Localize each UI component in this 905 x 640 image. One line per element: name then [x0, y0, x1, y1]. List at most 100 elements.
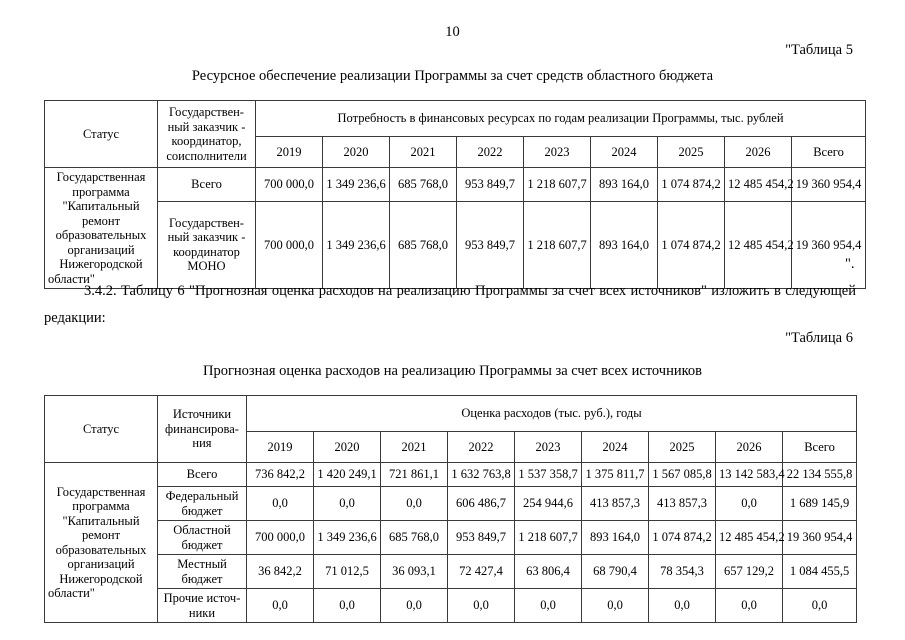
value-total: 19 360 954,4 — [790, 167, 867, 202]
table6-reference-label: "Таблица 6 — [785, 330, 853, 346]
source-label: Федеральный бюджет — [157, 486, 247, 521]
value-total: 22 134 555,8 — [781, 462, 858, 487]
header-total: Всего — [790, 136, 867, 168]
table-row: Государственная программа "Капитальный р… — [44, 462, 858, 623]
value-2025: 1 074 874,2 — [657, 200, 725, 290]
value-2024: 893 164,0 — [581, 520, 649, 555]
value-2021: 0,0 — [380, 486, 448, 521]
value-total: 0,0 — [781, 588, 858, 623]
closing-quote-table5: ". — [845, 256, 855, 272]
value-2021: 685 768,0 — [389, 167, 457, 202]
value-2026: 12 485 454,2 — [715, 520, 785, 555]
table5-resource-provision: Статус Государствен-ный заказчик - коорди… — [44, 100, 867, 290]
header-source: Государствен-ный заказчик - координатор,… — [157, 100, 256, 168]
header-year-2026: 2026 — [724, 136, 792, 168]
value-2023: 63 806,4 — [514, 554, 582, 589]
header-year-2025: 2025 — [648, 431, 716, 463]
value-2022: 0,0 — [447, 588, 515, 623]
source-label: Государствен-ный заказчик - координатор … — [157, 200, 256, 290]
value-2023: 254 944,6 — [514, 486, 582, 521]
value-2023: 1 218 607,7 — [523, 167, 591, 202]
header-year-2024: 2024 — [590, 136, 658, 168]
status-program-name: Государственная программа "Капитальный р… — [44, 167, 158, 289]
source-label: Прочие источ-ники — [157, 588, 247, 623]
header-year-2020: 2020 — [322, 136, 390, 168]
header-year-2024: 2024 — [581, 431, 649, 463]
header-year-2026: 2026 — [715, 431, 783, 463]
table6-forecast-expenses: Статус Источники финансирова-ния Оценка ра… — [44, 395, 858, 623]
value-2022: 953 849,7 — [456, 200, 524, 290]
value-2024: 68 790,4 — [581, 554, 649, 589]
header-year-2023: 2023 — [514, 431, 582, 463]
value-2026: 0,0 — [715, 486, 783, 521]
value-2023: 0,0 — [514, 588, 582, 623]
value-total: 19 360 954,4 — [781, 520, 858, 555]
value-2026: 657 129,2 — [715, 554, 783, 589]
value-2019: 700 000,0 — [255, 167, 323, 202]
header-year-2021: 2021 — [389, 136, 457, 168]
value-2020: 0,0 — [313, 486, 381, 521]
value-2021: 36 093,1 — [380, 554, 448, 589]
table-row: Местный бюджет 36 842,2 71 012,5 36 093,1 72… — [45, 554, 858, 589]
value-2023: 1 218 607,7 — [514, 520, 582, 555]
value-2024: 893 164,0 — [590, 167, 658, 202]
table-header-row-1: Статус Источники финансирова-ния Оценка ра… — [44, 395, 858, 463]
status-program-name: Государственная программа "Капитальный р… — [44, 462, 158, 623]
table5-title: Ресурсное обеспечение реализации Програм… — [191, 68, 714, 84]
header-year-2019: 2019 — [246, 431, 314, 463]
value-2026: 0,0 — [715, 588, 783, 623]
header-status: Статус — [44, 100, 158, 168]
value-2020: 1 349 236,6 — [322, 167, 390, 202]
value-2023: 1 537 358,7 — [514, 462, 582, 487]
header-span-label: Потребность в финансовых ресурсах по год… — [254, 100, 867, 137]
value-2024: 413 857,3 — [581, 486, 649, 521]
header-total: Всего — [781, 431, 858, 463]
value-2025: 78 354,3 — [648, 554, 716, 589]
source-label: Всего — [157, 462, 247, 487]
table-row: Федеральный бюджет 0,0 0,0 0,0 606 486,7 254 … — [45, 486, 858, 521]
value-2019: 0,0 — [246, 588, 314, 623]
value-2020: 0,0 — [313, 588, 381, 623]
header-year-2023: 2023 — [523, 136, 591, 168]
value-2019: 736 842,2 — [246, 462, 314, 487]
header-year-2022: 2022 — [447, 431, 515, 463]
value-2019: 0,0 — [246, 486, 314, 521]
value-2019: 700 000,0 — [246, 520, 314, 555]
table-row: Государственная программа "Капитальный р… — [44, 167, 867, 289]
value-2025: 1 074 874,2 — [657, 167, 725, 202]
value-2024: 0,0 — [581, 588, 649, 623]
value-2021: 0,0 — [380, 588, 448, 623]
value-2022: 1 632 763,8 — [447, 462, 515, 487]
value-2022: 72 427,4 — [447, 554, 515, 589]
value-2023: 1 218 607,7 — [523, 200, 591, 290]
table-row: Прочие источ-ники 0,0 0,0 0,0 0,0 0,0 0,0 0,0 0,… — [45, 588, 858, 623]
table6-title: Прогнозная оценка расходов на реализацию… — [202, 363, 703, 379]
source-label: Всего — [157, 167, 256, 202]
value-2020: 1 349 236,6 — [313, 520, 381, 555]
value-2021: 721 861,1 — [380, 462, 448, 487]
value-2025: 413 857,3 — [648, 486, 716, 521]
value-2026: 12 485 454,2 — [724, 200, 794, 290]
table-header-row-2: 2019 2020 2021 2022 2023 2024 2025 2026 Всего — [45, 431, 858, 463]
table-row: Областной бюджет 700 000,0 1 349 236,6 685 … — [45, 520, 858, 555]
source-label: Областной бюджет — [157, 520, 247, 555]
header-year-2022: 2022 — [456, 136, 524, 168]
table-row: Государствен-ный заказчик - координатор … — [45, 200, 867, 290]
header-year-2020: 2020 — [313, 431, 381, 463]
header-span-label: Оценка расходов (тыс. руб.), годы — [245, 395, 858, 432]
page-number: 10 — [445, 24, 460, 40]
value-2025: 1 074 874,2 — [648, 520, 716, 555]
value-total: 19 360 954,4 — [790, 200, 867, 290]
value-2019: 700 000,0 — [255, 200, 323, 290]
paragraph-3-4-2: 3.4.2. Таблицу 6 "Прогнозная оценка расх… — [44, 283, 856, 326]
value-2022: 953 849,7 — [447, 520, 515, 555]
value-2025: 1 567 085,8 — [648, 462, 716, 487]
value-2024: 893 164,0 — [590, 200, 658, 290]
table5-reference-label: "Таблица 5 — [785, 42, 853, 58]
value-2026: 12 485 454,2 — [724, 167, 794, 202]
header-year-2025: 2025 — [657, 136, 725, 168]
table-header-row-1: Статус Государствен-ный заказчик - коорди… — [44, 100, 867, 168]
source-label: Местный бюджет — [157, 554, 247, 589]
header-source: Источники финансирова-ния — [157, 395, 247, 463]
